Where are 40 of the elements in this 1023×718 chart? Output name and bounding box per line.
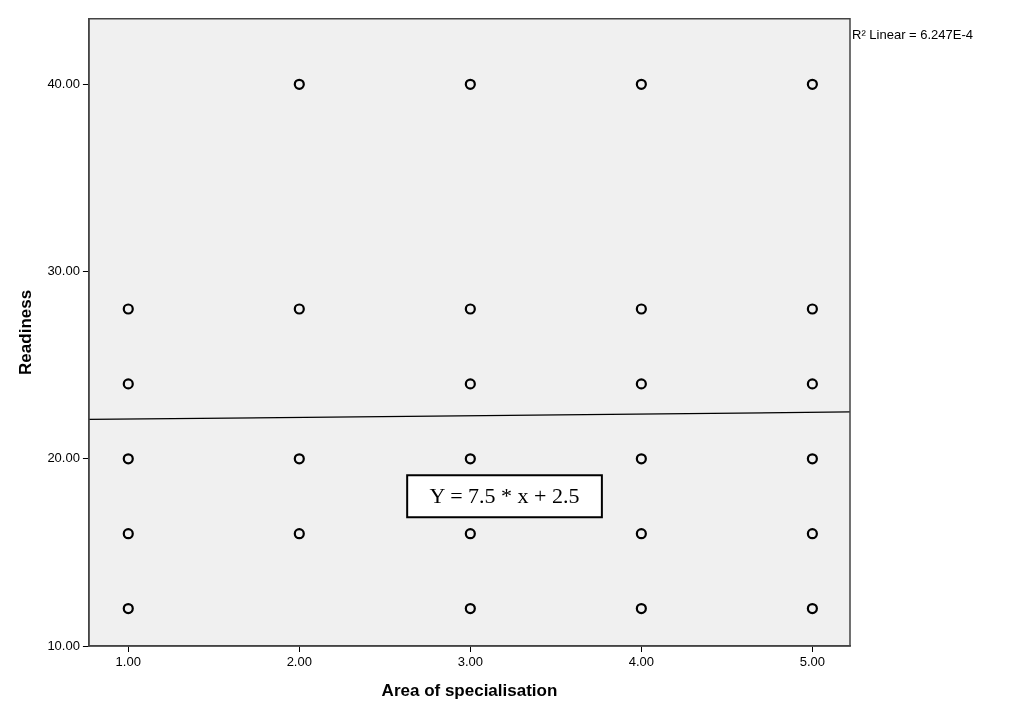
point: [635, 378, 647, 390]
x-tick-label: 1.00: [115, 654, 141, 670]
point: [464, 78, 476, 90]
point: [806, 602, 818, 615]
x-tick-label: 5.00: [799, 654, 826, 670]
x-tick-label: 2.00: [286, 654, 312, 670]
point: [806, 303, 818, 315]
point: [635, 453, 647, 465]
point: [293, 528, 305, 540]
y-tick-label: 30.00: [47, 263, 80, 279]
y-tick-label: 40.00: [47, 75, 80, 91]
point: [122, 378, 134, 390]
point: [464, 528, 476, 540]
point: [293, 303, 305, 315]
point: [635, 602, 647, 615]
x-tick-label: 3.00: [457, 654, 483, 670]
point: [635, 303, 647, 315]
point: [635, 78, 647, 90]
point: [293, 78, 305, 90]
y-tick-label: 20.00: [47, 450, 80, 466]
point: [122, 602, 134, 615]
point: [122, 453, 134, 465]
point: [635, 528, 647, 540]
point: [122, 303, 134, 315]
point: [806, 378, 818, 390]
point: [293, 453, 305, 465]
annotation: Y = 7.5 * x + 2.5: [429, 483, 580, 508]
point: [464, 303, 476, 315]
y-tick-label: 10.00: [47, 637, 80, 653]
text: R² Linear = 6.247E-4: [852, 26, 974, 42]
x-axis-title: Area of specialisation: [381, 681, 558, 701]
y-axis-title: Readiness: [15, 289, 35, 375]
point: [806, 453, 818, 465]
point: [806, 528, 818, 540]
x-tick-label: 4.00: [628, 654, 654, 670]
point: [464, 378, 476, 390]
point: [464, 602, 476, 615]
point: [806, 78, 818, 90]
point: [464, 453, 476, 465]
point: [122, 528, 134, 540]
